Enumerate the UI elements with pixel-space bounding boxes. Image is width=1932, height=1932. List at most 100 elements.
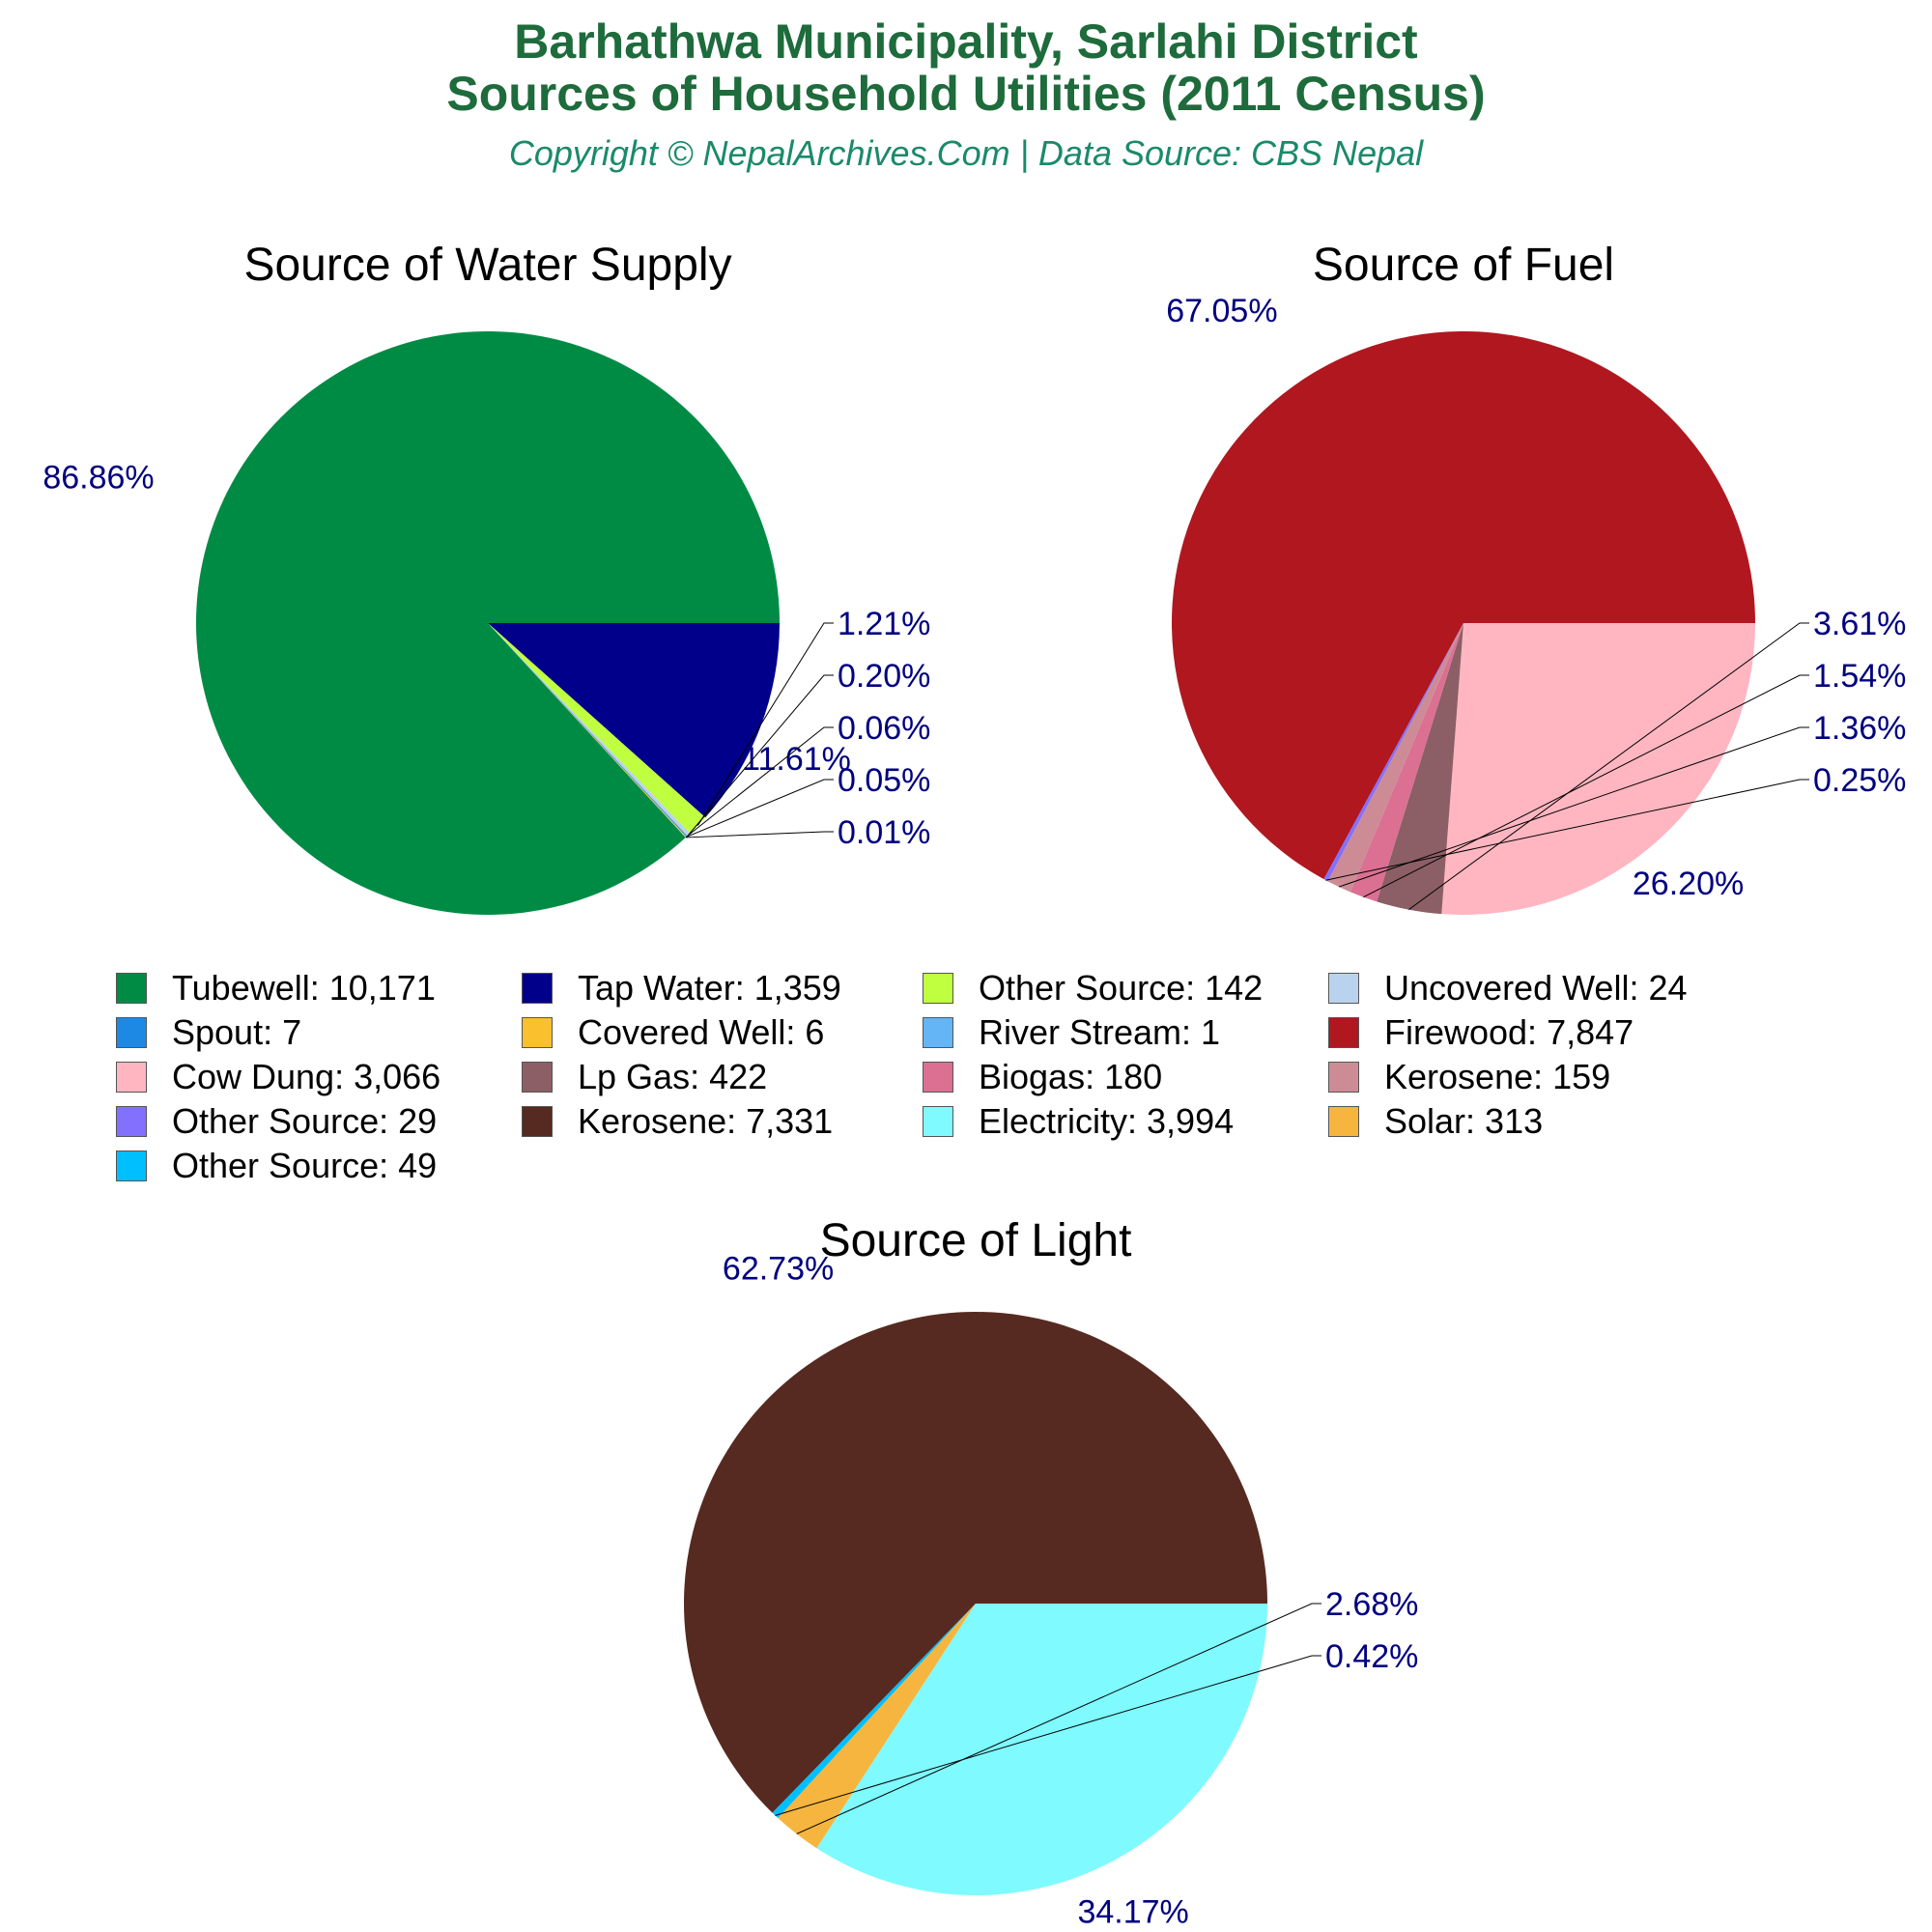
- legend-item: Tap Water: 1,359: [522, 966, 841, 1010]
- legend-swatch: [923, 1106, 953, 1137]
- legend-label: Tap Water: 1,359: [578, 968, 841, 1008]
- pie-slice-fuel-other-source: [1323, 623, 1463, 882]
- pie-slice-water-covered-well: [488, 623, 687, 838]
- legend-item: Spout: 7: [116, 1010, 301, 1055]
- legend-swatch: [522, 973, 553, 1004]
- pie-slice-water-tap-water: [488, 623, 780, 818]
- legend-label: Other Source: 49: [172, 1146, 438, 1185]
- leader-line: [1363, 674, 1809, 898]
- leader-line: [796, 1603, 1321, 1834]
- pct-label-fuel: 1.36%: [1813, 710, 1906, 747]
- legend-swatch: [116, 1062, 147, 1093]
- legend-item: Kerosene: 7,331: [522, 1099, 833, 1144]
- legend-swatch: [116, 973, 147, 1004]
- leader-line: [1325, 779, 1809, 881]
- legend-item: Other Source: 142: [923, 966, 1263, 1010]
- leader-line: [686, 726, 834, 838]
- legend-swatch: [1328, 1017, 1359, 1048]
- pie-slice-fuel-biogas: [1350, 623, 1463, 902]
- pct-label-water: 0.20%: [838, 658, 930, 695]
- pie-slice-light-solar: [778, 1604, 976, 1849]
- legend-label: Cow Dung: 3,066: [172, 1057, 441, 1096]
- pct-label-light: 62.73%: [723, 1251, 834, 1288]
- pct-label-fuel: 3.61%: [1813, 606, 1906, 642]
- pie-slice-fuel-cow-dung: [1441, 623, 1755, 916]
- pct-label-water: 86.86%: [43, 460, 154, 497]
- legend-label: Kerosene: 7,331: [578, 1101, 834, 1141]
- leader-line: [1338, 726, 1809, 888]
- pie-title-water: Source of Water Supply: [243, 240, 731, 291]
- leader-line: [688, 674, 834, 836]
- pct-label-fuel: 0.25%: [1813, 762, 1906, 799]
- legend-swatch: [923, 1017, 953, 1048]
- pie-slice-fuel-firewood: [1172, 331, 1755, 880]
- pie-slice-light-other-source: [772, 1604, 976, 1819]
- legend-item: Electricity: 3,994: [923, 1099, 1234, 1144]
- legend-item: Tubewell: 10,171: [116, 966, 436, 1010]
- legend-swatch: [1328, 1106, 1359, 1137]
- legend-item: Firewood: 7,847: [1328, 1010, 1634, 1055]
- pct-label-water: 0.01%: [838, 814, 930, 851]
- legend-label: Other Source: 29: [172, 1101, 438, 1141]
- legend-item: Other Source: 49: [116, 1144, 437, 1188]
- legend-swatch: [116, 1151, 147, 1181]
- pie-chart-water: Source of Water Supply 86.86% 11.61% 1.21% 0…: [43, 240, 930, 915]
- pct-label-fuel: 67.05%: [1166, 293, 1277, 329]
- legend-swatch: [522, 1106, 553, 1137]
- leader-line: [696, 622, 834, 826]
- legend-swatch: [522, 1062, 553, 1093]
- legend-label: Lp Gas: 422: [578, 1057, 768, 1096]
- pie-slice-light-electricity: [816, 1604, 1267, 1895]
- pie-slice-fuel-kerosene: [1327, 623, 1463, 893]
- pie-slice-water-other-source: [488, 623, 706, 834]
- pie-chart-fuel: Source of Fuel 67.05% 26.20% 3.61% 1.54% 1.36…: [1166, 240, 1906, 916]
- legend-swatch: [116, 1106, 147, 1137]
- legend-item: Covered Well: 6: [522, 1010, 824, 1055]
- legend-item: Cow Dung: 3,066: [116, 1055, 440, 1099]
- legend-swatch: [923, 1062, 953, 1093]
- pie-slice-water-uncovered-well: [488, 623, 691, 837]
- chart-header: Barhathwa Municipality, Sarlahi District…: [0, 0, 1932, 174]
- legend-item: Other Source: 29: [116, 1099, 437, 1144]
- pie-slice-fuel-lp-gas: [1377, 623, 1463, 915]
- legend-swatch: [116, 1017, 147, 1048]
- leader-line: [775, 1655, 1321, 1816]
- pct-label-light: 34.17%: [1077, 1894, 1188, 1931]
- pct-label-water: 0.05%: [838, 762, 930, 799]
- legend-label: Solar: 313: [1384, 1101, 1544, 1141]
- pct-label-fuel: 1.54%: [1813, 658, 1906, 695]
- pct-label-water: 11.61%: [742, 741, 851, 778]
- legend-label: Tubewell: 10,171: [172, 968, 436, 1008]
- pie-title-fuel: Source of Fuel: [1313, 240, 1614, 291]
- legend-item: Uncovered Well: 24: [1328, 966, 1688, 1010]
- leader-line: [686, 779, 834, 838]
- pct-label-water: 0.06%: [838, 710, 930, 747]
- leader-line: [685, 831, 834, 838]
- pct-label-light: 2.68%: [1325, 1586, 1418, 1623]
- pct-label-fuel: 26.20%: [1633, 866, 1744, 902]
- legend-label: Kerosene: 159: [1384, 1057, 1611, 1096]
- legend-label: Electricity: 3,994: [979, 1101, 1235, 1141]
- chart-subtitle: Copyright © NepalArchives.Com | Data Sou…: [508, 133, 1424, 173]
- leader-line: [1408, 622, 1809, 911]
- legend-item: River Stream: 1: [923, 1010, 1220, 1055]
- legend-label: Biogas: 180: [979, 1057, 1163, 1096]
- pie-slice-water-river-stream: [488, 623, 686, 838]
- legend-swatch: [1328, 1062, 1359, 1093]
- legend-swatch: [1328, 973, 1359, 1004]
- legend-label: Uncovered Well: 24: [1384, 968, 1688, 1008]
- pct-label-light: 0.42%: [1325, 1638, 1418, 1675]
- legend-item: Kerosene: 159: [1328, 1055, 1610, 1099]
- chart-title-line2: Sources of Household Utilities (2011 Cen…: [446, 67, 1486, 121]
- legend-item: Biogas: 180: [923, 1055, 1162, 1099]
- legend-label: Other Source: 142: [979, 968, 1264, 1008]
- legend-label: Covered Well: 6: [578, 1012, 825, 1052]
- chart-title-line1: Barhathwa Municipality, Sarlahi District: [514, 14, 1418, 69]
- pct-label-water: 1.21%: [838, 606, 930, 642]
- legend-label: Spout: 7: [172, 1012, 302, 1052]
- legend-label: River Stream: 1: [979, 1012, 1221, 1052]
- legend-swatch: [923, 973, 953, 1004]
- legend-item: Solar: 313: [1328, 1099, 1543, 1144]
- pie-title-light: Source of Light: [820, 1215, 1132, 1266]
